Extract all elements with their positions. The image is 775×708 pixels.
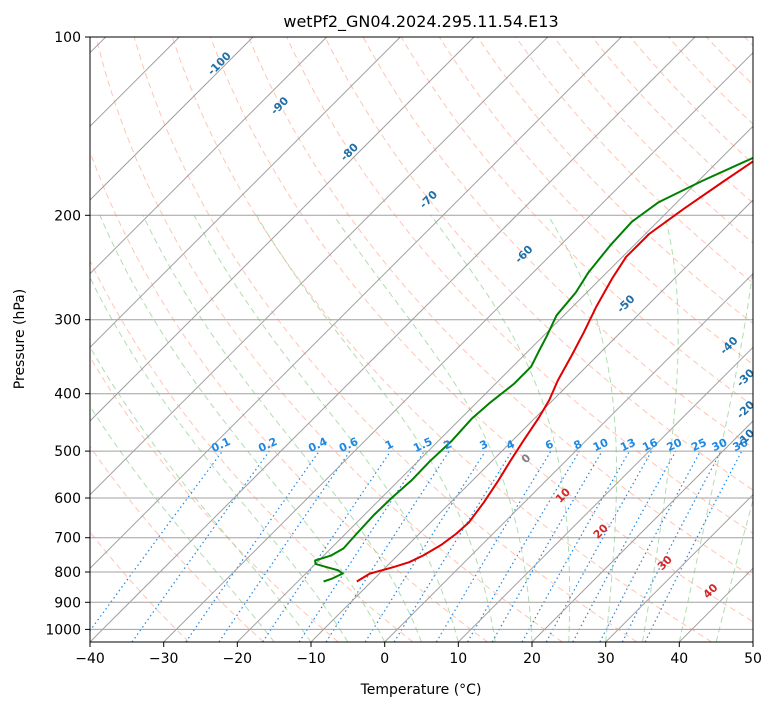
dry-adiabat-line bbox=[324, 37, 753, 491]
isotherm-line bbox=[163, 51, 753, 642]
dry-adiabat-line bbox=[133, 37, 638, 642]
isotherm-line bbox=[90, 37, 328, 275]
isotherm-line bbox=[236, 125, 753, 642]
isotherm-line bbox=[90, 37, 254, 201]
isotherm-line bbox=[531, 420, 753, 642]
x-tick-label: 0 bbox=[380, 651, 389, 667]
moist-adiabat-line bbox=[547, 215, 617, 642]
series-layer bbox=[314, 156, 753, 583]
isotherm-line bbox=[90, 37, 622, 570]
dry-adiabat-line bbox=[90, 259, 414, 642]
moist-adiabat-line bbox=[90, 276, 349, 642]
dry-adiabat-line bbox=[210, 37, 753, 623]
y-axis-ticks: 100 200 300 400 500 600 700 800 900 1000 bbox=[45, 30, 90, 638]
mixing-ratio-line bbox=[325, 450, 450, 642]
x-axis-ticks: −40 −30 −20 −10 0 10 20 30 40 50 bbox=[75, 642, 762, 667]
x-tick-label: 50 bbox=[744, 651, 762, 667]
moist-adiabat-line bbox=[99, 215, 386, 642]
mixing-ratio-line bbox=[185, 450, 320, 642]
x-tick-label: 30 bbox=[597, 651, 615, 667]
y-tick-label: 400 bbox=[54, 387, 81, 403]
dewpoint-line bbox=[314, 156, 753, 583]
plot-frame bbox=[89, 36, 754, 643]
moist-adiabat-line bbox=[430, 215, 571, 642]
isotherm-line bbox=[90, 37, 401, 349]
y-tick-label: 800 bbox=[54, 565, 81, 581]
temperature-line bbox=[356, 160, 753, 583]
y-tick-label: 200 bbox=[54, 208, 81, 224]
isotherm-line bbox=[90, 37, 475, 422]
mixing-ratio-label: 20 bbox=[665, 436, 685, 454]
moist-adiabat-line bbox=[90, 345, 312, 642]
mixing-ratio-line bbox=[572, 450, 677, 642]
mixing-ratio-label: 16 bbox=[640, 436, 660, 454]
y-tick-label: 1000 bbox=[45, 622, 81, 638]
y-tick-label: 500 bbox=[54, 444, 81, 460]
pressure-gridlines bbox=[90, 37, 753, 630]
isotherm-line bbox=[90, 37, 696, 642]
mixing-ratio-line bbox=[435, 450, 552, 642]
mixing-ratio-line bbox=[262, 450, 392, 642]
x-tick-label: −30 bbox=[149, 651, 179, 667]
moist-adiabat-line bbox=[193, 215, 459, 642]
dry-adiabat-line bbox=[171, 37, 712, 642]
isotherm-line bbox=[457, 346, 753, 642]
y-axis-label: Pressure (hPa) bbox=[12, 289, 28, 389]
moist-adiabat-line bbox=[142, 215, 422, 642]
x-tick-label: 20 bbox=[523, 651, 541, 667]
background-lines bbox=[90, 37, 753, 642]
x-tick-label: −10 bbox=[296, 651, 326, 667]
mixing-ratio-label: 36 bbox=[731, 436, 751, 454]
mixing-ratio-label: 30 bbox=[710, 436, 730, 454]
y-tick-label: 600 bbox=[54, 491, 81, 507]
mixing-ratio-label: 25 bbox=[689, 436, 708, 454]
mixing-ratio-line bbox=[466, 450, 580, 642]
dry-adiabat-line bbox=[95, 37, 563, 642]
dry-adiabat-line bbox=[248, 37, 753, 578]
moist-adiabat-line bbox=[678, 265, 753, 642]
mixing-ratio-label: 10 bbox=[591, 436, 611, 454]
mixing-ratio-line bbox=[364, 450, 486, 642]
mixing-ratio-line bbox=[218, 450, 351, 642]
mixing-ratio-line bbox=[599, 450, 702, 642]
x-tick-label: −20 bbox=[223, 651, 253, 667]
y-tick-label: 900 bbox=[54, 595, 81, 611]
moist-adiabat-line bbox=[642, 215, 679, 642]
isotherm-line bbox=[310, 199, 753, 642]
x-tick-label: −40 bbox=[75, 651, 105, 667]
isotherm-line bbox=[384, 272, 753, 642]
dry-adiabat-line bbox=[90, 445, 264, 642]
y-tick-label: 700 bbox=[54, 531, 81, 547]
x-axis-label: Temperature (°C) bbox=[360, 682, 482, 698]
isotherm-line bbox=[90, 37, 549, 496]
mixing-ratio-label: 13 bbox=[618, 436, 637, 454]
y-tick-label: 100 bbox=[54, 30, 81, 46]
dry-adiabat-line bbox=[286, 37, 753, 534]
x-tick-label: 40 bbox=[670, 651, 688, 667]
isotherm-line bbox=[605, 493, 753, 642]
dry-adiabat-line bbox=[515, 37, 753, 284]
chart-title: wetPf2_GN04.2024.295.11.54.E13 bbox=[283, 12, 558, 32]
moist-adiabat-line bbox=[90, 405, 275, 642]
y-tick-label: 300 bbox=[54, 313, 81, 329]
moist-adiabat-line bbox=[333, 215, 533, 642]
x-tick-label: 10 bbox=[449, 651, 467, 667]
